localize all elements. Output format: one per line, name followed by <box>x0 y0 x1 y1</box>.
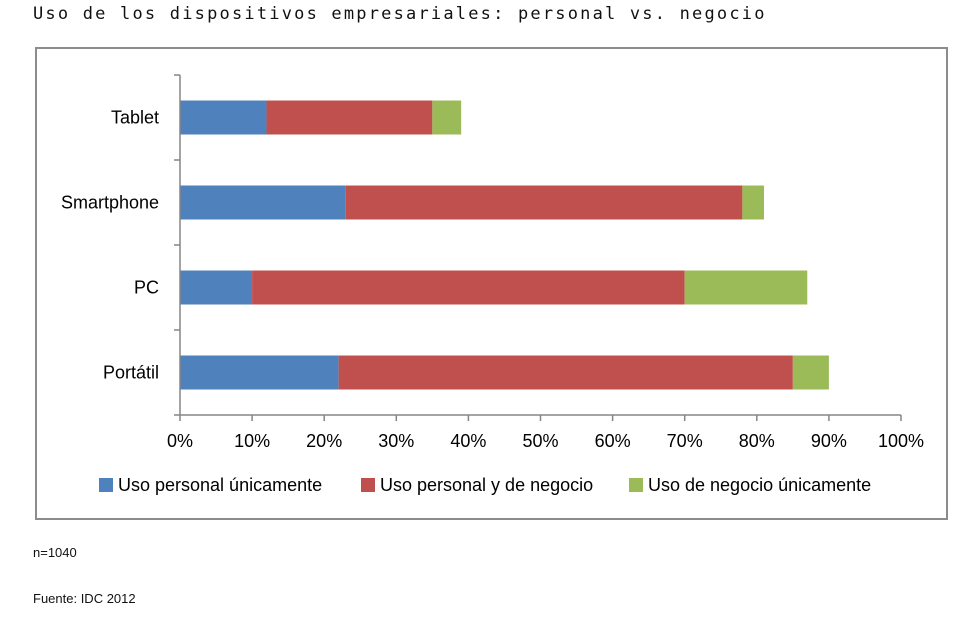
axes-group: Tablet Smartphone PC Portátil 0% 10% 20% 30% 40%… <box>61 74 924 451</box>
bar-segment <box>180 185 346 220</box>
source-note: Fuente: IDC 2012 <box>33 591 136 606</box>
category-label: Portátil <box>103 363 159 383</box>
bar-segment <box>338 355 793 390</box>
x-tick-label: 50% <box>522 431 558 451</box>
legend-swatch <box>361 478 375 492</box>
x-tick-label: 80% <box>739 431 775 451</box>
legend-label: Uso personal únicamente <box>118 475 322 495</box>
bar-segment <box>345 185 743 220</box>
bar-segment <box>180 100 267 135</box>
legend-swatch <box>99 478 113 492</box>
x-tick-label: 40% <box>450 431 486 451</box>
x-tick-label: 0% <box>167 431 193 451</box>
bar-segment <box>180 270 253 305</box>
bar-segment <box>266 100 433 135</box>
stacked-bar-chart: Tablet Smartphone PC Portátil 0% 10% 20% 30% 40%… <box>61 74 924 495</box>
page-title: Uso de los dispositivos empresariales: p… <box>33 4 767 24</box>
category-label: Smartphone <box>61 193 159 213</box>
bar-segment <box>792 355 829 390</box>
chart-frame: Tablet Smartphone PC Portátil 0% 10% 20% 30% 40%… <box>35 47 948 520</box>
bars-group <box>180 100 829 390</box>
x-tick-label: 60% <box>595 431 631 451</box>
bar-segment <box>742 185 765 220</box>
x-tick-label: 100% <box>878 431 924 451</box>
category-label: PC <box>134 278 159 298</box>
x-tick-label: 20% <box>306 431 342 451</box>
x-tick-label: 10% <box>234 431 270 451</box>
sample-size-note: n=1040 <box>33 545 77 560</box>
category-label: Tablet <box>111 108 159 128</box>
bar-segment <box>432 100 462 135</box>
legend: Uso personal únicamente Uso personal y de… <box>99 475 871 495</box>
bar-segment <box>684 270 808 305</box>
x-tick-label: 70% <box>667 431 703 451</box>
x-tick-label: 90% <box>811 431 847 451</box>
legend-label: Uso de negocio únicamente <box>648 475 871 495</box>
x-tick-label: 30% <box>378 431 414 451</box>
bar-segment <box>252 270 685 305</box>
bar-segment <box>180 355 339 390</box>
legend-swatch <box>629 478 643 492</box>
legend-label: Uso personal y de negocio <box>380 475 593 495</box>
